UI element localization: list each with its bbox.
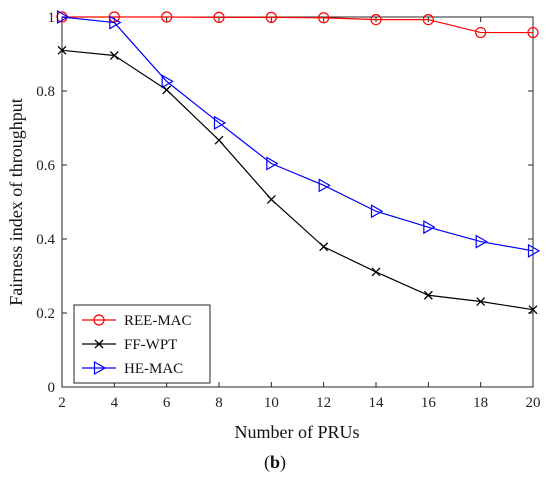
x-tick-label: 4 <box>111 395 119 411</box>
data-point-ff-wpt <box>476 297 486 306</box>
caption-label: b <box>269 452 280 472</box>
legend-marker-ff-wpt <box>94 339 104 349</box>
data-point-ff-wpt <box>319 242 329 252</box>
y-tick-label: 0 <box>48 380 56 396</box>
data-point-he-mac <box>109 15 122 30</box>
x-axis-title: Number of PRUs <box>235 422 360 442</box>
data-point-he-mac <box>56 9 70 25</box>
data-point-he-mac <box>370 204 384 219</box>
data-point-ff-wpt <box>109 51 119 60</box>
x-tick-label: 20 <box>526 395 541 411</box>
data-point-ff-wpt <box>214 135 224 145</box>
y-tick-label: 0.6 <box>36 158 55 174</box>
x-tick-label: 10 <box>264 395 279 411</box>
y-axis-title: Fairness index of throughput <box>6 98 26 305</box>
legend-label-ff-wpt: FF-WPT <box>124 337 177 353</box>
series-he-mac <box>56 9 541 258</box>
y-tick-label: 0.4 <box>36 232 55 248</box>
data-point-ree-mac <box>527 26 539 39</box>
series-line-ree-mac <box>62 16 533 34</box>
data-point-ff-wpt <box>528 305 538 315</box>
legend-label-he-mac: HE-MAC <box>124 361 183 377</box>
data-point-ff-wpt <box>162 85 172 95</box>
data-point-ff-wpt <box>371 267 381 277</box>
data-point-he-mac <box>161 74 174 89</box>
data-point-ree-mac <box>161 11 173 23</box>
x-tick-label: 6 <box>163 395 171 411</box>
figure-caption: (b) <box>263 452 286 472</box>
x-tick-label: 12 <box>316 395 331 411</box>
line-chart: 2 4 6 8 10 12 14 16 18 20 0 0.2 0.4 0.6 0.8 1 Number of… <box>6 9 541 442</box>
legend-label-ree-mac: REE-MAC <box>124 313 192 329</box>
data-point-he-mac <box>475 234 488 249</box>
x-tick-label: 2 <box>58 395 66 411</box>
data-point-ree-mac <box>370 13 382 26</box>
y-tick-label: 0.8 <box>36 84 55 100</box>
series-ff-wpt <box>57 45 538 315</box>
data-point-ree-mac <box>422 13 434 26</box>
series-line-ff-wpt <box>61 49 534 311</box>
y-tick-label: 1 <box>48 10 56 26</box>
data-point-ff-wpt <box>423 290 433 300</box>
data-point-ff-wpt <box>266 194 276 204</box>
data-point-he-mac <box>527 243 541 258</box>
data-point-he-mac <box>318 178 331 193</box>
data-point-ree-mac <box>475 26 487 39</box>
legend-marker-ree-mac <box>93 314 105 326</box>
x-tick-label: 14 <box>369 395 385 411</box>
data-point-ree-mac <box>213 11 225 23</box>
series-line-he-mac <box>61 16 534 252</box>
y-tick-label: 0.2 <box>36 306 55 322</box>
data-point-ree-mac <box>318 12 330 24</box>
legend: REE-MAC FF-WPT HE-MAC <box>73 304 211 384</box>
legend-marker-he-mac <box>93 360 107 376</box>
data-point-he-mac <box>213 115 227 130</box>
x-tick-label: 16 <box>421 395 437 411</box>
data-point-he-mac <box>423 220 436 235</box>
data-point-ree-mac <box>265 11 277 23</box>
data-point-ff-wpt <box>57 45 67 55</box>
data-point-he-mac <box>266 156 279 171</box>
x-tick-label: 8 <box>215 395 223 411</box>
x-tick-label: 18 <box>473 395 488 411</box>
